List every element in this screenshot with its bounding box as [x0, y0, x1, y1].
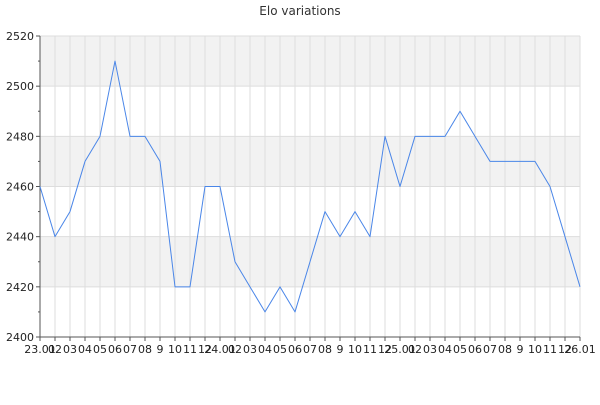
x-tick-label: 05	[273, 343, 287, 356]
series-line	[39, 60, 581, 313]
x-tick-label: 04	[438, 343, 452, 356]
x-tick-label: 03	[243, 343, 257, 356]
y-tick-label: 2520	[6, 30, 34, 43]
x-tick-label: 12	[378, 343, 392, 356]
y-tick-label: 2480	[6, 130, 34, 143]
y-tick-label: 2500	[6, 80, 34, 93]
chart-title: Elo variations	[259, 4, 341, 18]
x-tick-label: 11	[363, 343, 377, 356]
x-tick-label: 02	[228, 343, 242, 356]
x-tick-label: 08	[318, 343, 332, 356]
x-tick-label: 07	[303, 343, 317, 356]
x-tick-label: 11	[183, 343, 197, 356]
y-axis-ticks: 2400 2420 2440 2460 2480 2500 2520	[6, 30, 40, 344]
y-tick-label: 2460	[6, 181, 34, 194]
x-tick-label: 9	[157, 343, 164, 356]
x-tick-label: 10	[528, 343, 542, 356]
x-tick-label: 23.01	[24, 343, 56, 356]
x-tick-label: 07	[123, 343, 137, 356]
x-tick-label: 24.01	[204, 343, 236, 356]
x-tick-label: 03	[63, 343, 77, 356]
x-tick-label: 04	[78, 343, 92, 356]
y-tick-label: 2440	[6, 231, 34, 244]
x-tick-label: 08	[498, 343, 512, 356]
x-tick-label: 06	[468, 343, 482, 356]
x-tick-label: 06	[108, 343, 122, 356]
x-tick-label: 11	[543, 343, 557, 356]
x-tick-label: 9	[517, 343, 524, 356]
x-tick-label: 07	[483, 343, 497, 356]
x-tick-label: 12	[198, 343, 212, 356]
x-tick-label: 26.01	[564, 343, 596, 356]
x-tick-label: 03	[423, 343, 437, 356]
x-tick-label: 05	[453, 343, 467, 356]
y-tick-label: 2420	[6, 281, 34, 294]
y-tick-label: 2400	[6, 331, 34, 344]
x-tick-label: 12	[558, 343, 572, 356]
x-tick-label: 25.01	[384, 343, 416, 356]
x-tick-label: 06	[288, 343, 302, 356]
x-tick-label: 05	[93, 343, 107, 356]
x-tick-label: 9	[337, 343, 344, 356]
x-tick-label: 02	[48, 343, 62, 356]
x-tick-label: 08	[138, 343, 152, 356]
series-layer	[39, 60, 581, 313]
x-tick-label: 10	[168, 343, 182, 356]
x-tick-label: 10	[348, 343, 362, 356]
x-tick-label: 04	[258, 343, 272, 356]
x-tick-label: 02	[408, 343, 422, 356]
